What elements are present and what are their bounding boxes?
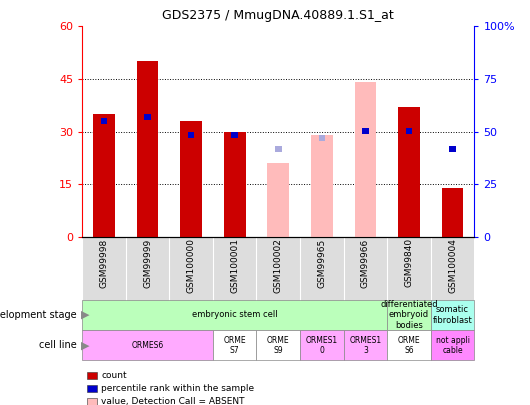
Bar <box>257 237 300 321</box>
Bar <box>449 146 456 152</box>
Bar <box>355 83 376 237</box>
Bar <box>387 237 431 321</box>
Text: somatic
fibroblast: somatic fibroblast <box>432 305 472 324</box>
Bar <box>441 188 463 237</box>
Bar <box>398 107 420 237</box>
Bar <box>406 128 412 134</box>
Bar <box>82 300 387 330</box>
Bar <box>267 163 289 237</box>
Text: not appli
cable: not appli cable <box>436 336 470 355</box>
Bar <box>188 132 195 138</box>
Bar <box>180 121 202 237</box>
Bar <box>311 135 333 237</box>
Bar <box>257 330 300 360</box>
Bar <box>93 114 115 237</box>
Bar <box>300 237 343 321</box>
Bar <box>224 132 245 237</box>
Text: ▶: ▶ <box>81 310 90 320</box>
Text: ▶: ▶ <box>81 340 90 350</box>
Bar <box>232 132 238 138</box>
Bar <box>343 330 387 360</box>
Text: cell line: cell line <box>39 340 77 350</box>
Text: count: count <box>101 371 127 380</box>
Bar <box>144 114 151 120</box>
Bar <box>319 135 325 141</box>
Bar <box>431 237 474 321</box>
Bar <box>431 300 474 330</box>
Bar <box>213 330 257 360</box>
Bar <box>169 237 213 321</box>
Text: value, Detection Call = ABSENT: value, Detection Call = ABSENT <box>101 397 245 405</box>
Bar <box>82 330 213 360</box>
Bar <box>431 330 474 360</box>
Bar <box>137 62 158 237</box>
Text: ORME
S7: ORME S7 <box>223 336 246 355</box>
Text: embryonic stem cell: embryonic stem cell <box>192 310 278 320</box>
Title: GDS2375 / MmugDNA.40889.1.S1_at: GDS2375 / MmugDNA.40889.1.S1_at <box>162 9 394 22</box>
Text: ORMES1
0: ORMES1 0 <box>306 336 338 355</box>
Bar <box>82 237 126 321</box>
Bar <box>387 300 431 330</box>
Bar <box>126 237 169 321</box>
Text: ORMES1
3: ORMES1 3 <box>349 336 382 355</box>
Text: development stage: development stage <box>0 310 77 320</box>
Bar <box>387 330 431 360</box>
Bar <box>300 330 343 360</box>
Text: differentiated
embryoid
bodies: differentiated embryoid bodies <box>380 300 438 330</box>
Text: percentile rank within the sample: percentile rank within the sample <box>101 384 254 393</box>
Bar <box>343 237 387 321</box>
Bar <box>362 128 369 134</box>
Bar <box>275 146 281 152</box>
Text: ORMES6: ORMES6 <box>131 341 164 350</box>
Bar <box>213 237 257 321</box>
Text: ORME
S6: ORME S6 <box>398 336 420 355</box>
Text: ORME
S9: ORME S9 <box>267 336 289 355</box>
Bar <box>101 117 107 124</box>
